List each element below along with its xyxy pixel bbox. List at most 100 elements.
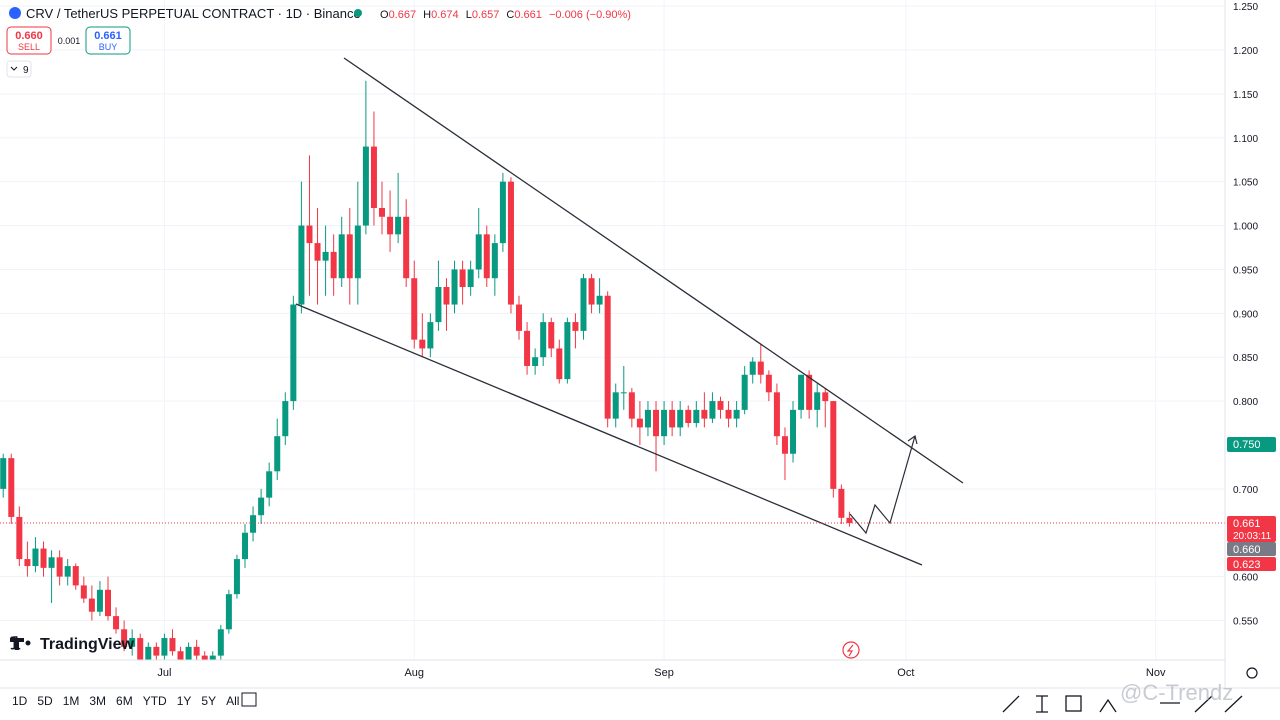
- date-range-icon[interactable]: [241, 692, 257, 707]
- settings-icon[interactable]: [1246, 667, 1258, 679]
- countdown: 20:03:11: [1233, 531, 1272, 542]
- buy-button[interactable]: [85, 26, 131, 55]
- timeframe-button[interactable]: YTD: [143, 694, 167, 708]
- candle-body: [185, 646, 192, 660]
- candle-body: [499, 181, 506, 244]
- candle-body: [612, 392, 619, 419]
- candle-body: [636, 418, 643, 428]
- timeframe-button[interactable]: 5D: [37, 694, 53, 708]
- l-value: 0.657: [472, 9, 500, 21]
- candle-body: [209, 655, 216, 660]
- candle-body: [233, 559, 240, 595]
- alert-price: 0.750: [1233, 439, 1261, 451]
- candle-body: [379, 208, 386, 217]
- candle-body: [556, 348, 563, 380]
- candle-body: [491, 243, 498, 279]
- grid: [0, 0, 1225, 660]
- tool-measure[interactable]: [1036, 695, 1048, 713]
- timeframe-button[interactable]: 5Y: [201, 694, 216, 708]
- candle-body: [395, 216, 402, 235]
- candle-body: [242, 532, 248, 560]
- o-value: 0.667: [389, 9, 417, 21]
- l-label: L: [466, 9, 472, 21]
- candle-body: [475, 234, 482, 270]
- x-tick-label: Nov: [1146, 667, 1166, 679]
- candle-body: [669, 409, 676, 428]
- candle-body: [572, 322, 579, 331]
- sell-button[interactable]: [6, 26, 52, 55]
- candle-body: [362, 146, 369, 226]
- buy-price: 0.661: [94, 30, 122, 42]
- indicators-count: 9: [23, 65, 29, 76]
- tool-ext[interactable]: [1224, 695, 1243, 713]
- c-label: C: [506, 9, 514, 21]
- timeframes: 1D 5D 1M 3M 6M YTD 1Y 5Y All: [12, 694, 239, 708]
- tool-rect[interactable]: [1065, 695, 1082, 712]
- x-tick-label: Sep: [654, 667, 674, 679]
- candle-body: [459, 269, 466, 287]
- candle-body: [153, 646, 160, 656]
- tool-ray[interactable]: [1194, 695, 1213, 713]
- indicators-toggle[interactable]: [6, 60, 32, 78]
- symbol-icon: [9, 7, 21, 19]
- candle-body: [709, 401, 716, 419]
- candle-body: [338, 234, 345, 279]
- change: −0.006 (−0.90%): [549, 9, 631, 21]
- candle-body: [749, 361, 756, 375]
- price-axis: 1.250 1.200 1.150 1.100 1.050 1.000 0.950 0.900…: [1233, 2, 1258, 627]
- symbol-title: CRV / TetherUS PERPETUAL CONTRACT · 1D ·…: [26, 6, 361, 21]
- drawing-tools: [1002, 695, 1243, 713]
- candle-body: [387, 216, 394, 235]
- tool-path[interactable]: [1099, 698, 1117, 713]
- candle-body: [580, 278, 587, 331]
- candle-body: [217, 629, 224, 656]
- candle-body: [677, 409, 684, 428]
- candle-body: [346, 234, 353, 279]
- candle-body: [588, 278, 595, 305]
- candle-body: [451, 269, 458, 305]
- last-price: 0.661: [1233, 518, 1261, 530]
- candle-body: [846, 517, 853, 524]
- sell-label: SELL: [18, 42, 40, 52]
- candle-body: [822, 392, 829, 402]
- ohlc-legend: O0.667 H0.674 L0.657 C0.661 −0.006 (−0.9…: [380, 9, 631, 21]
- timeframe-button[interactable]: 1Y: [177, 694, 192, 708]
- candle-body: [757, 361, 764, 375]
- timeframe-button[interactable]: 6M: [116, 694, 133, 708]
- tool-line[interactable]: [1002, 695, 1020, 713]
- candle-body: [661, 409, 668, 437]
- candle-body: [370, 146, 377, 209]
- candle-body: [0, 458, 7, 489]
- y-tick-label: 1.000: [1233, 222, 1258, 233]
- y-tick-label: 0.700: [1233, 485, 1258, 496]
- candle-body: [258, 497, 265, 516]
- timeframe-button[interactable]: 1D: [12, 694, 28, 708]
- timeframe-button[interactable]: 3M: [89, 694, 106, 708]
- candle-body: [628, 392, 635, 419]
- candle-body: [564, 322, 571, 380]
- c-value: 0.661: [514, 9, 542, 21]
- projection-arrow: [849, 435, 916, 535]
- candle-body: [620, 392, 627, 394]
- candle-body: [653, 409, 660, 437]
- candle-body: [193, 646, 200, 656]
- h-label: H: [423, 9, 431, 21]
- candle-body: [443, 286, 450, 305]
- y-tick-label: 0.600: [1233, 573, 1258, 584]
- y-tick-label: 1.200: [1233, 46, 1258, 57]
- timeframe-button[interactable]: All: [226, 694, 239, 708]
- candle-body: [540, 322, 547, 358]
- low-badge: [1227, 557, 1276, 571]
- candle-body: [403, 216, 410, 279]
- candle-body: [80, 585, 87, 599]
- candle-body: [435, 286, 442, 323]
- sell-price: 0.660: [15, 30, 43, 42]
- timeframe-button[interactable]: 1M: [63, 694, 80, 708]
- h-value: 0.674: [431, 9, 459, 21]
- spread: 0.001: [58, 36, 81, 46]
- candle-body: [72, 566, 79, 586]
- low-price: 0.623: [1233, 559, 1261, 571]
- event-icon[interactable]: [842, 641, 860, 659]
- candle-body: [306, 225, 313, 244]
